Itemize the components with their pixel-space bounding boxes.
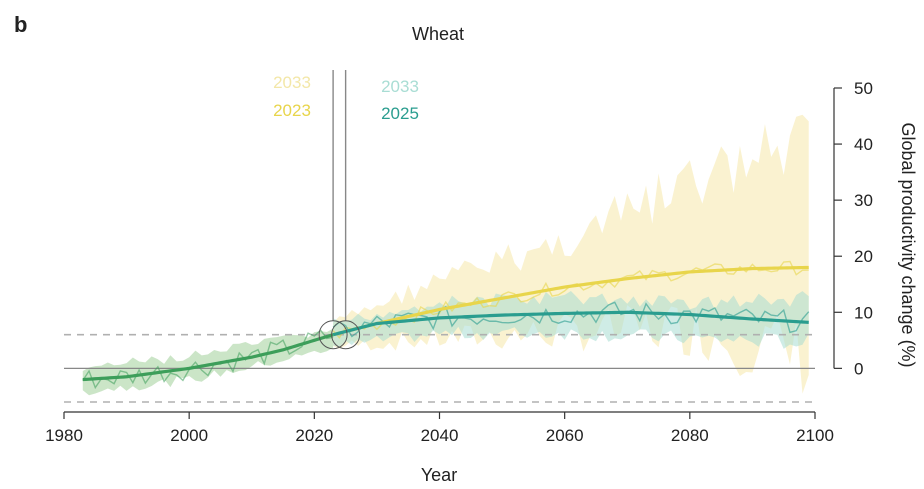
uncertainty-band-1 — [333, 114, 809, 394]
series-lines — [82, 260, 810, 390]
emergence-label-2033: 2033 — [273, 73, 311, 92]
y-axis-title: Global productivity change (%) — [898, 122, 918, 367]
panel-letter: b — [14, 12, 28, 37]
historical-mean-line — [82, 333, 334, 382]
emergence-circle-2023 — [318, 320, 348, 350]
x-tick-label-2080: 2080 — [671, 426, 709, 445]
uncertainty-band-3 — [82, 328, 334, 396]
historical-annual-line — [82, 329, 334, 390]
chart-labels: 2033 2023 2033 2025 Wheat — [273, 24, 464, 123]
y-tick-label-20: 20 — [854, 247, 873, 266]
emergence-circle-2025 — [331, 320, 361, 350]
y-tick-label-50: 50 — [854, 79, 873, 98]
x-tick-label-2060: 2060 — [546, 426, 584, 445]
x-tick-label-2000: 2000 — [170, 426, 208, 445]
y-tick-label-10: 10 — [854, 303, 873, 322]
x-tick-label-2100: 2100 — [796, 426, 834, 445]
y-tick-label-40: 40 — [854, 135, 873, 154]
uncertainty-bands — [82, 114, 809, 396]
x-axis-title: Year — [421, 465, 457, 485]
emergence-label-2025: 2025 — [381, 104, 419, 123]
x-tick-label-2020: 2020 — [295, 426, 333, 445]
emergence-label-2023: 2023 — [273, 101, 311, 120]
series-2-mean-line — [332, 310, 809, 337]
x-tick-label-1980: 1980 — [45, 426, 83, 445]
chart-title: Wheat — [412, 24, 464, 44]
axes: 1980 2000 2020 2040 2060 2080 2100 Year 0 10 20 30 4… — [45, 79, 918, 485]
emergence-markers — [318, 70, 361, 350]
y-tick-label-0: 0 — [854, 359, 863, 378]
y-tick-label-30: 30 — [854, 191, 873, 210]
emergence-label-2033: 2033 — [381, 77, 419, 96]
series-1-mean-line — [332, 265, 809, 337]
x-tick-label-2040: 2040 — [421, 426, 459, 445]
